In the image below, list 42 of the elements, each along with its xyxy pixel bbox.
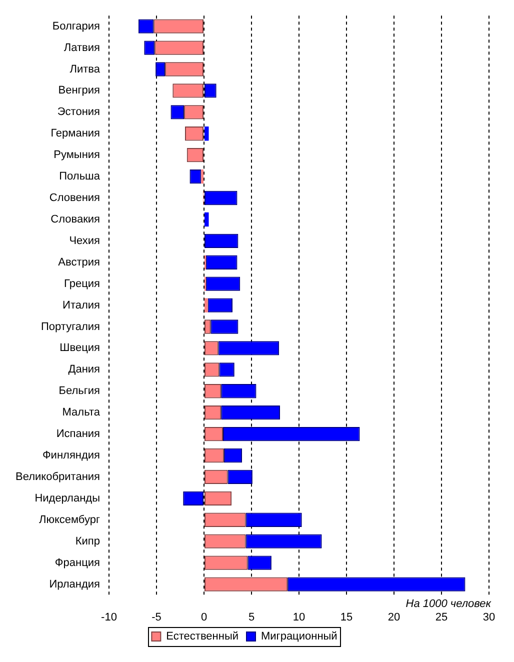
y-tick-label: Финляндия: [42, 450, 100, 462]
y-tick-label: Болгария: [52, 20, 100, 32]
y-tick-label: Кипр: [75, 535, 100, 548]
bar: [204, 298, 208, 312]
text: На 1000 человек: [406, 598, 492, 610]
y-tick-label: Италия: [62, 299, 100, 312]
bar: [204, 212, 209, 227]
y-tick-label: Великобритания: [16, 471, 100, 484]
x-tick-label: 20: [388, 612, 400, 624]
y-tick-label: Венгрия: [58, 84, 100, 97]
y-tick-label: Польша: [59, 170, 101, 183]
x-tick-label: -5: [152, 612, 162, 624]
y-tick-label: Португалия: [41, 320, 100, 333]
y-tick-label: Швеция: [60, 342, 100, 354]
x-tick-label: 0: [200, 612, 208, 624]
y-tick-label: Литва: [70, 63, 101, 76]
y-tick-label: Словения: [49, 192, 100, 204]
y-tick-label: Нидерланды: [34, 492, 100, 504]
y-tick-label: Словакия: [50, 213, 100, 226]
y-tick-label: Франция: [54, 556, 100, 569]
bar: [204, 126, 209, 141]
y-tick-label: Румыния: [54, 149, 100, 162]
legend-label: Естественный: [166, 630, 239, 643]
x-tick-label: 5: [248, 612, 255, 624]
x-tick-label: 25: [435, 612, 448, 624]
y-tick-label: Мальта: [62, 406, 101, 419]
y-tick-label: Греция: [64, 278, 100, 290]
y-tick-label: Австрия: [58, 256, 100, 268]
y-tick-label: Ирландия: [49, 578, 100, 590]
y-tick-label: Испания: [56, 428, 100, 440]
x-tick-label: 30: [482, 612, 496, 624]
x-tick-label: -10: [101, 612, 117, 624]
y-tick-label: Чехия: [69, 234, 100, 247]
y-tick-label: Германия: [50, 128, 100, 140]
y-tick-label: Латвия: [64, 42, 100, 54]
y-tick-label: Люксембург: [38, 514, 100, 526]
x-tick-label: 15: [340, 612, 353, 624]
y-tick-label: Дания: [68, 364, 100, 376]
y-tick-label: Бельгия: [58, 385, 100, 398]
legend-label: Миграционный: [261, 630, 338, 643]
x-tick-label: 10: [292, 612, 306, 624]
y-tick-label: Эстония: [57, 106, 100, 118]
